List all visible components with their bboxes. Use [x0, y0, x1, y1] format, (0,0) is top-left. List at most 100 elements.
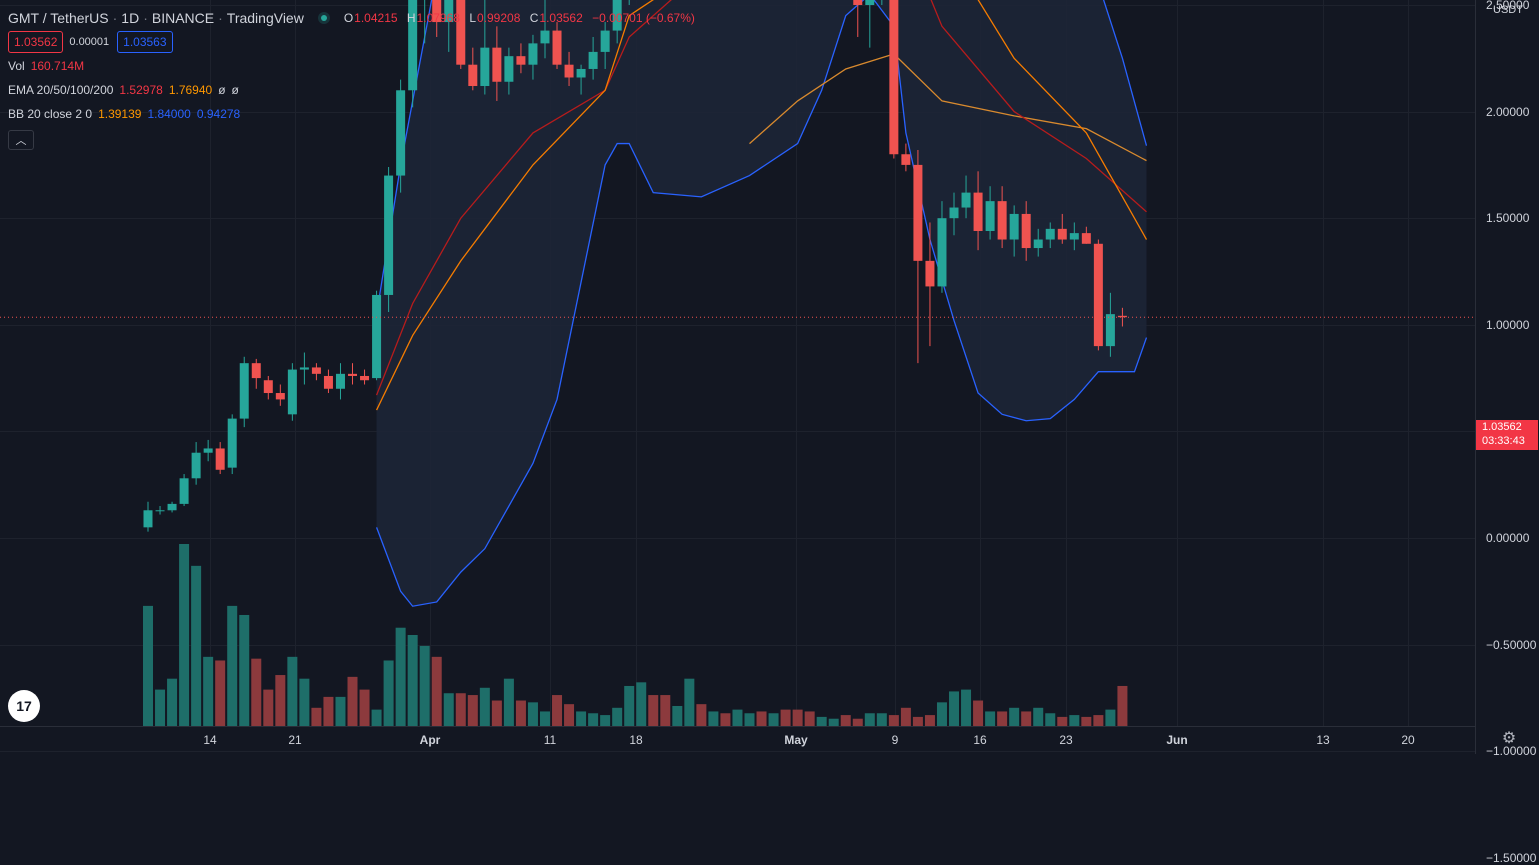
- volume-bar: [503, 678, 514, 726]
- candle-body: [251, 363, 261, 379]
- volume-bar: [227, 605, 238, 726]
- indicator-value: 1.39139: [98, 107, 142, 121]
- chevron-up-icon: ︿: [15, 135, 27, 147]
- candle-body: [612, 0, 622, 31]
- candle-body: [588, 51, 598, 69]
- symbol-title-row: GMT / TetherUS · 1D · BINANCE · TradingV…: [8, 6, 701, 30]
- volume-bar: [383, 660, 394, 726]
- high-value: 1.07968: [416, 11, 460, 25]
- collapse-legend-button[interactable]: ︿: [8, 130, 34, 150]
- indicator-name: Vol: [8, 59, 25, 73]
- interval-label[interactable]: 1D: [121, 10, 140, 26]
- candle-body: [552, 30, 562, 65]
- sell-button[interactable]: 1.03562: [8, 31, 64, 53]
- volume-bar: [732, 709, 743, 726]
- volume-bar: [311, 707, 322, 726]
- indicator-value: ø: [218, 83, 226, 97]
- volume-bar: [167, 678, 178, 726]
- symbol-name[interactable]: GMT / TetherUS: [8, 10, 109, 26]
- volume-bar: [973, 700, 984, 726]
- price-tick-label: 1.50000: [1486, 211, 1530, 226]
- time-tick-label: Apr: [419, 733, 441, 747]
- price-tick-label: 2.50000: [1486, 0, 1530, 12]
- candle-body: [408, 0, 418, 91]
- gear-icon[interactable]: ⚙: [1501, 730, 1517, 747]
- volume-bar: [275, 675, 286, 726]
- price-tick-label: 2.00000: [1486, 104, 1530, 119]
- time-tick-label: 11: [543, 733, 557, 747]
- candle-body: [1033, 239, 1043, 249]
- low-label: L: [469, 11, 476, 25]
- volume-bar: [479, 687, 490, 726]
- volume-bar: [455, 693, 466, 726]
- volume-bar: [527, 702, 538, 726]
- candle-body: [167, 503, 177, 511]
- volume-bar: [251, 658, 262, 726]
- candle-body: [492, 47, 502, 82]
- bb-lower-line: [375, 0, 1148, 607]
- candle-body: [1057, 228, 1067, 240]
- volume-bar: [395, 627, 406, 726]
- last-price-label: 1.03562 03:33:43: [1476, 420, 1538, 450]
- time-tick-label: 23: [1059, 733, 1073, 747]
- volume-bars: [143, 544, 1128, 726]
- candle-body: [396, 90, 406, 176]
- candle-body: [937, 218, 947, 287]
- candle-body: [155, 510, 165, 512]
- tradingview-logo-icon[interactable]: 17: [8, 690, 40, 722]
- candle-body: [372, 294, 382, 379]
- time-tick-label: 16: [973, 733, 987, 747]
- candle-body: [275, 393, 285, 400]
- time-tick-label: 14: [203, 733, 217, 747]
- indicator-value: 160.714M: [30, 59, 85, 73]
- indicator-value: 1.52978: [119, 83, 163, 97]
- candle-body: [143, 510, 153, 528]
- candle-body: [997, 201, 1007, 240]
- indicator-name: EMA 20/50/100/200: [8, 83, 114, 97]
- volume-bar: [804, 711, 815, 726]
- volume-bar: [143, 605, 153, 726]
- volume-bar: [239, 614, 250, 726]
- volume-bar: [191, 565, 202, 726]
- volume-bar: [335, 696, 346, 726]
- last-price-value: 1.03562: [1482, 421, 1522, 433]
- ema20-line: [375, 0, 1147, 396]
- volume-bar: [828, 718, 839, 726]
- price-chart[interactable]: [0, 0, 1539, 754]
- bb-indicator-row[interactable]: BB 20 close 2 0 1.39139 1.84000 0.94278: [8, 102, 701, 126]
- volume-bar: [780, 709, 791, 726]
- change-value: −0.00701 (−0.67%): [592, 11, 695, 25]
- volume-bar: [515, 700, 526, 726]
- candle-body: [1117, 315, 1127, 318]
- currency-label[interactable]: USDT: [1493, 4, 1523, 16]
- buy-button[interactable]: 1.03563: [117, 31, 173, 53]
- indicator-value: ø: [231, 83, 239, 97]
- volume-bar: [491, 700, 502, 726]
- candle-body: [468, 64, 478, 87]
- candle-body: [973, 192, 983, 231]
- indicator-value: 0.94278: [196, 107, 241, 121]
- candle-body: [913, 164, 923, 261]
- candle-body: [215, 448, 225, 470]
- candle-body: [889, 0, 899, 155]
- volume-bar: [1117, 685, 1128, 726]
- candle-body: [1093, 243, 1103, 347]
- volume-indicator-row[interactable]: Vol 160.714M: [8, 54, 701, 78]
- candle-body: [528, 43, 538, 65]
- close-value: 1.03562: [539, 11, 583, 25]
- bar-countdown: 03:33:43: [1482, 435, 1525, 447]
- candle-body: [1021, 213, 1031, 249]
- price-tick-label: −0.50000: [1486, 637, 1537, 652]
- volume-bar: [1057, 716, 1068, 726]
- time-tick-label: Jun: [1166, 733, 1188, 747]
- volume-bar: [1105, 709, 1116, 726]
- candle-body: [203, 448, 213, 453]
- candle-body: [323, 375, 333, 389]
- volume-bar: [936, 702, 947, 726]
- ema-indicator-row[interactable]: EMA 20/50/100/200 1.52978 1.76940 ø ø: [8, 78, 701, 102]
- volume-bar: [696, 704, 707, 726]
- volume-bar: [648, 695, 659, 726]
- candle-body: [600, 30, 610, 52]
- indicator-name: BB 20 close 2 0: [8, 107, 93, 121]
- volume-bar: [287, 656, 298, 726]
